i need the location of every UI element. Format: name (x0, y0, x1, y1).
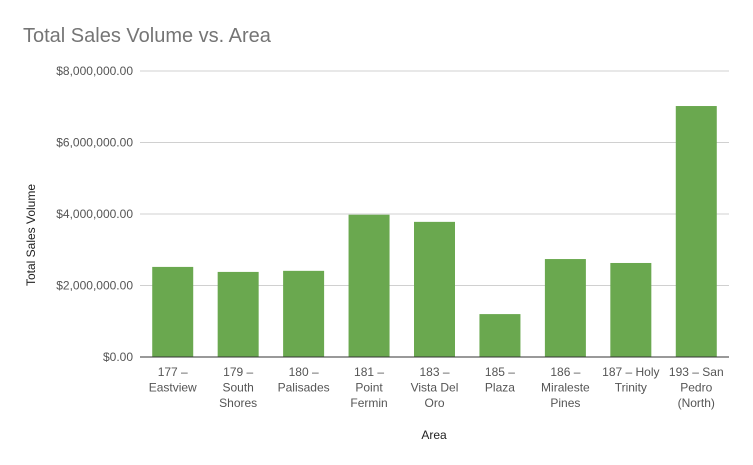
x-tick-label: 193 – San Pedro (North) (669, 365, 724, 410)
bar (283, 270, 325, 357)
x-tick-label: 181 – Point Fermin (350, 365, 387, 410)
y-tick-label: $6,000,000.00 (56, 136, 133, 150)
y-axis-ticks: $0.00 $2,000,000.00 $4,000,000.00 $6,000,00… (56, 64, 133, 364)
bar (479, 314, 521, 357)
bar (152, 266, 194, 357)
bar (610, 262, 652, 357)
x-tick-label: 185 – Plaza (485, 365, 515, 395)
x-tick-label: 183 – Vista Del Oro (411, 365, 459, 410)
bars (152, 106, 717, 357)
x-tick-label: 179 – South Shores (219, 365, 257, 410)
y-tick-label: $8,000,000.00 (56, 64, 133, 78)
x-tick-label: 180 – Palisades (278, 365, 330, 395)
x-tick-label: 186 – Miraleste Pines (541, 365, 590, 410)
bar (217, 271, 259, 357)
chart-title: Total Sales Volume vs. Area (23, 25, 272, 47)
bar (414, 221, 455, 357)
y-axis-label: Total Sales Volume (24, 184, 38, 286)
bar (675, 106, 717, 357)
bar (544, 259, 586, 357)
x-axis-label: Area (421, 428, 447, 442)
y-tick-label: $4,000,000.00 (56, 207, 133, 221)
y-tick-label: $0.00 (103, 350, 133, 364)
x-tick-label: 187 – Holy Trinity (602, 365, 659, 395)
y-tick-label: $2,000,000.00 (56, 279, 133, 293)
bar (348, 214, 390, 357)
x-axis-ticks: 177 – Eastview 179 – South Shores 180 – Palisa… (149, 365, 724, 410)
x-tick-label: 177 – Eastview (149, 365, 197, 395)
